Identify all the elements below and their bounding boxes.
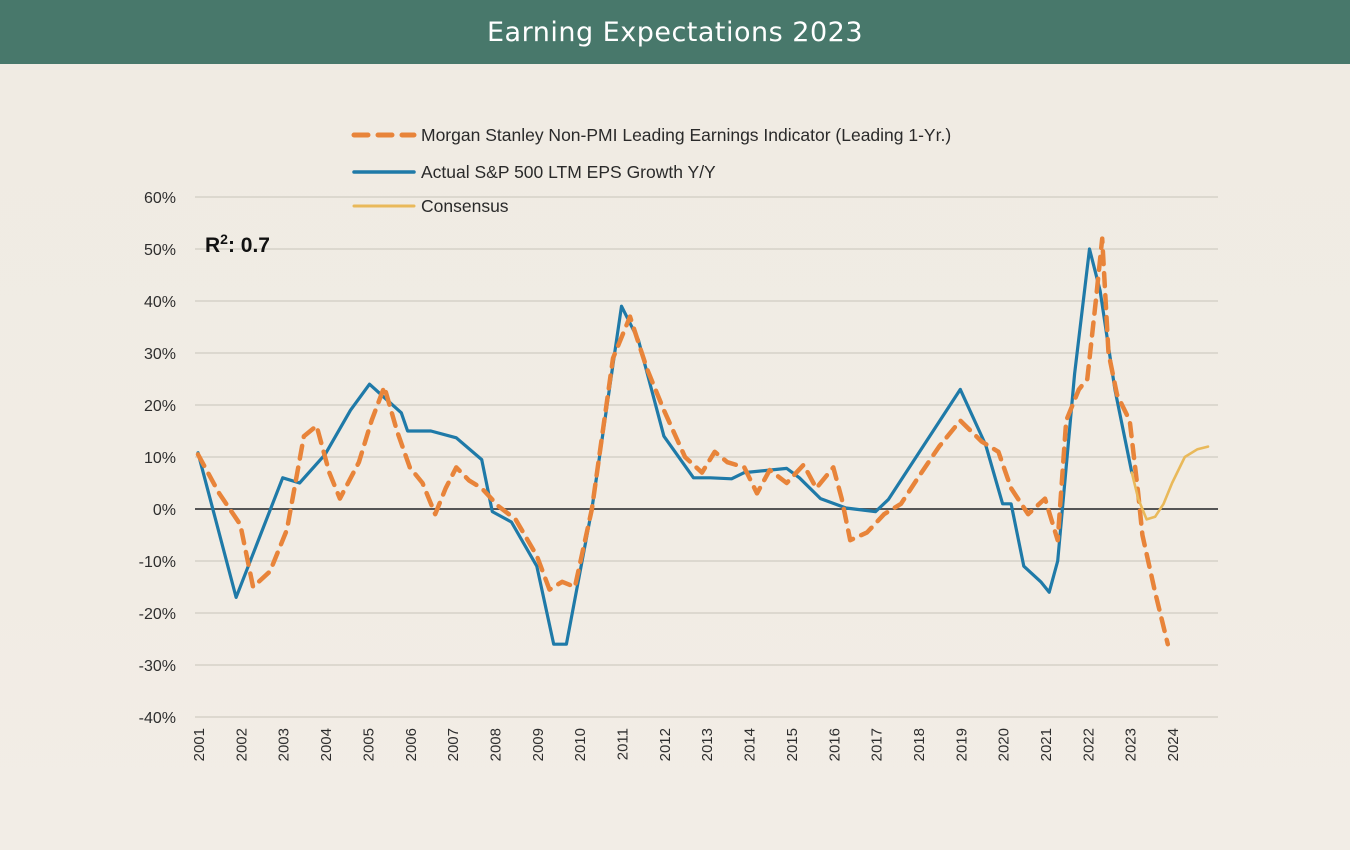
series-lines xyxy=(195,236,1210,647)
actual-eps-line xyxy=(196,247,1134,646)
x-tick-label: 2018 xyxy=(911,728,928,761)
x-tick-label: 2007 xyxy=(445,728,462,761)
y-tick-label: -10% xyxy=(139,554,176,571)
y-tick-label: -30% xyxy=(139,658,176,675)
y-axis: 60% 50% 40% 30% 20% 10% 0% -10% -20% -30% -40% xyxy=(139,190,176,727)
y-tick-label: 40% xyxy=(144,294,176,311)
title-banner: Earning Expectations 2023 xyxy=(0,0,1350,64)
x-tick-label: 2014 xyxy=(742,728,759,761)
legend-item: Consensus xyxy=(352,196,509,216)
legend-item: Morgan Stanley Non-PMI Leading Earnings … xyxy=(351,125,951,145)
x-tick-label: 2015 xyxy=(784,728,801,761)
x-tick-label: 2005 xyxy=(360,728,377,761)
x-tick-label: 2019 xyxy=(953,728,970,761)
y-tick-label: 10% xyxy=(144,450,176,467)
x-tick-label: 2016 xyxy=(826,728,843,761)
legend: Morgan Stanley Non-PMI Leading Earnings … xyxy=(351,125,951,216)
legend-label: Actual S&P 500 LTM EPS Growth Y/Y xyxy=(421,162,716,182)
x-tick-label: 2012 xyxy=(657,728,674,761)
grid-lines xyxy=(195,196,1218,718)
y-tick-label: 60% xyxy=(144,190,176,207)
x-tick-label: 2006 xyxy=(403,728,420,761)
x-tick-label: 2008 xyxy=(487,728,504,761)
y-tick-label: 20% xyxy=(144,398,176,415)
x-tick-label: 2022 xyxy=(1080,728,1097,761)
x-tick-label: 2013 xyxy=(699,728,716,761)
x-tick-label: 2017 xyxy=(869,728,886,761)
x-tick-label: 2020 xyxy=(996,728,1013,761)
legend-label: Consensus xyxy=(421,196,509,216)
r-squared-annotation: R2: 0.7 xyxy=(205,231,270,257)
leading-indicator-line xyxy=(195,236,1171,647)
y-tick-label: 30% xyxy=(144,346,176,363)
x-tick-label: 2010 xyxy=(572,728,589,761)
x-axis: 2001 2002 2003 2004 2005 2006 2007 2008 2009 2010… xyxy=(191,728,1182,761)
x-tick-label: 2011 xyxy=(615,728,632,760)
y-tick-label: -40% xyxy=(139,710,176,727)
x-tick-label: 2024 xyxy=(1165,728,1182,761)
legend-item: Actual S&P 500 LTM EPS Growth Y/Y xyxy=(352,162,716,182)
x-tick-label: 2009 xyxy=(530,728,547,761)
y-tick-label: 0% xyxy=(153,502,176,519)
x-tick-label: 2004 xyxy=(318,728,335,761)
x-tick-label: 2002 xyxy=(233,728,250,761)
x-tick-label: 2003 xyxy=(276,728,293,761)
y-tick-label: 50% xyxy=(144,242,176,259)
page-title: Earning Expectations 2023 xyxy=(486,16,864,48)
y-tick-label: -20% xyxy=(139,606,176,623)
legend-label: Morgan Stanley Non-PMI Leading Earnings … xyxy=(421,125,951,145)
x-tick-label: 2021 xyxy=(1038,728,1055,761)
x-tick-label: 2023 xyxy=(1123,728,1140,761)
x-tick-label: 2001 xyxy=(191,728,208,761)
